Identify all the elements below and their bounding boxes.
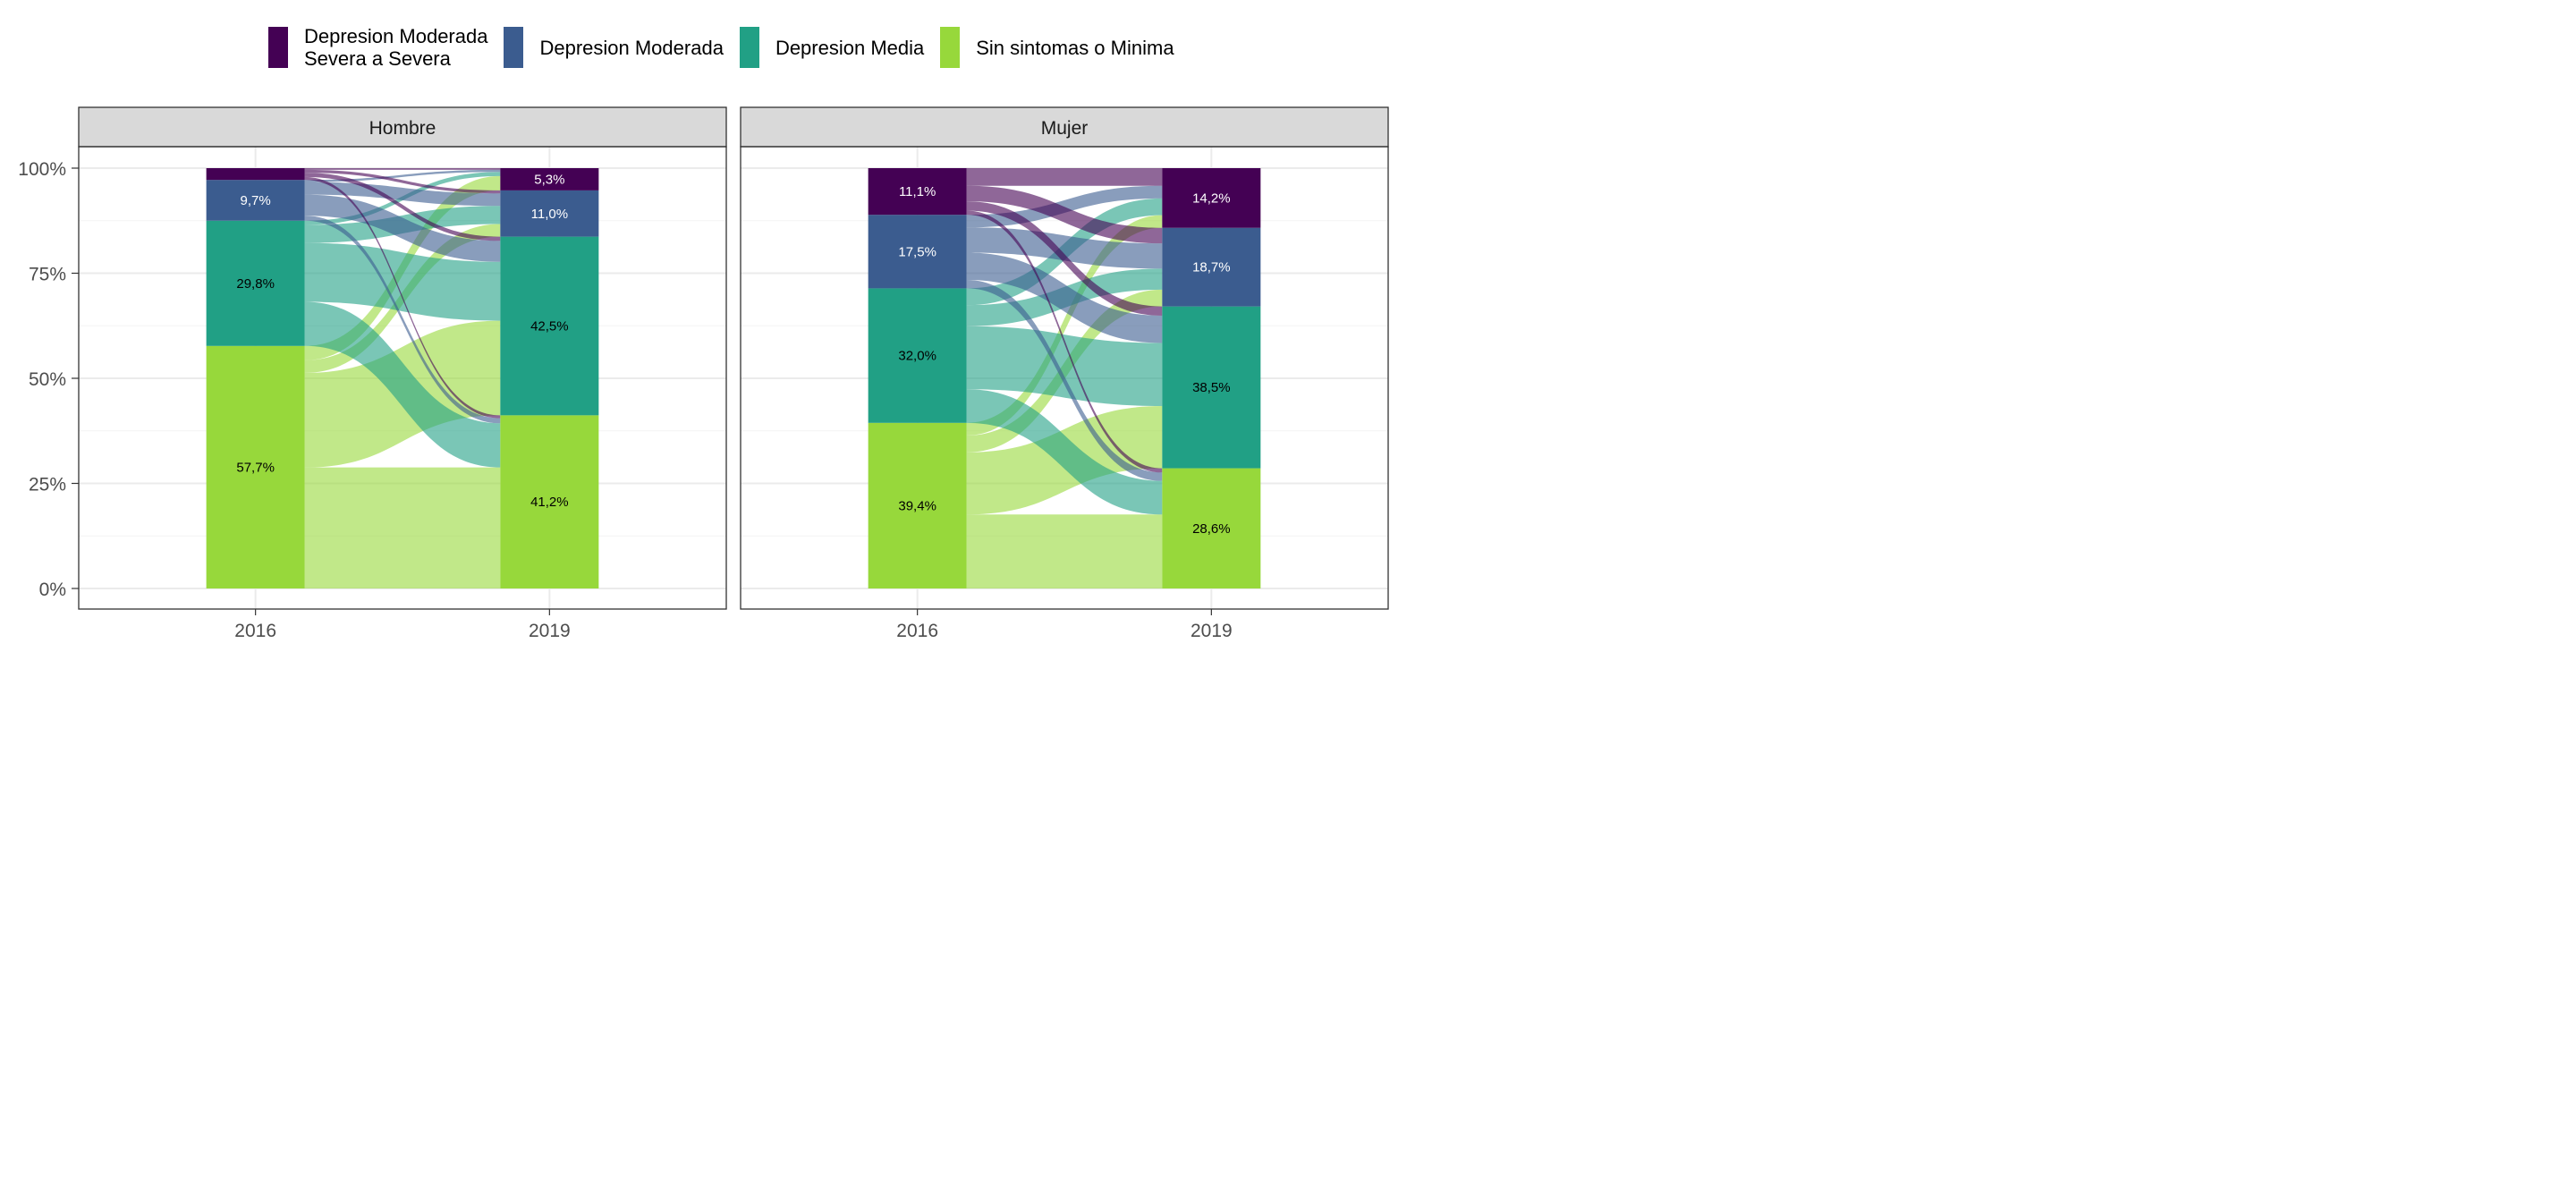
stratum-label: 17,5% [898, 244, 936, 259]
panel-border [740, 146, 1389, 610]
legend-label-minima: Sin sintomas o Minima [976, 36, 1174, 59]
stratum-label: 41,2% [530, 495, 569, 510]
facet-strip [740, 106, 1389, 148]
x-tick-label: 2019 [1191, 621, 1233, 641]
flow [304, 182, 501, 207]
legend-key-moderada [504, 27, 524, 68]
y-tick-label: 75% [29, 265, 66, 285]
flow [966, 168, 1163, 186]
legend-key-severa [268, 27, 288, 68]
stratum-bar [500, 168, 599, 190]
facet-title: Mujer [1041, 118, 1089, 139]
stratum-label: 57,7% [236, 460, 275, 475]
stratum-bar [1162, 306, 1261, 469]
flow [304, 168, 501, 170]
stratum-bar [206, 220, 305, 346]
flow [966, 280, 1163, 481]
flow [304, 242, 501, 321]
panel-border [78, 146, 727, 610]
stratum-bar [206, 180, 305, 221]
stratum-bar [500, 415, 599, 588]
y-tick-label: 100% [18, 159, 66, 180]
flow [304, 216, 501, 424]
stratum-label: 18,7% [1192, 260, 1231, 275]
flow [966, 227, 1163, 269]
legend-label-severa: Depresion Moderada Severa a Severa [304, 25, 488, 70]
flow [304, 194, 501, 262]
stratum-bar [206, 345, 305, 588]
legend-item-media: Depresion Media [739, 27, 925, 68]
flow [966, 201, 1163, 316]
stratum-bar [1162, 168, 1261, 228]
legend-label-media: Depresion Media [775, 36, 925, 59]
flow [966, 514, 1163, 588]
flows [304, 168, 501, 588]
flow [304, 173, 501, 241]
x-tick-label: 2019 [529, 621, 571, 641]
stratum-label: 29,8% [236, 276, 275, 292]
flow [966, 326, 1163, 407]
legend-item-severa: Depresion Moderada Severa a Severa [268, 25, 487, 70]
stratum-label: 11,0% [531, 207, 568, 222]
legend-item-minima: Sin sintomas o Minima [940, 27, 1174, 68]
alluvial-chart: Depresion Moderada Severa a Severa Depre… [0, 0, 1402, 657]
stratum-label: 9,7% [241, 193, 271, 208]
y-tick-label: 0% [39, 580, 66, 600]
stratum-bar [868, 288, 967, 423]
flow [304, 169, 501, 182]
stratum-bar [868, 168, 967, 216]
stratum-label: 32,0% [898, 349, 936, 364]
stratum-bar [868, 422, 967, 588]
legend-label-moderada: Depresion Moderada [539, 36, 724, 59]
stratum-label: 5,3% [534, 172, 564, 187]
chart-canvas: 0% 25% 50% 75% 100% 57,7% 29,8% 9,7% 2016 41,2% 42… [18, 106, 1389, 641]
stratum-bar [1162, 227, 1261, 307]
legend: Depresion Moderada Severa a Severa Depre… [268, 25, 1191, 70]
stratum-label: 14,2% [1192, 190, 1231, 206]
flow [966, 185, 1163, 244]
stratum-label: 38,5% [1192, 380, 1231, 395]
y-tick-label: 50% [29, 369, 66, 390]
y-tick-label: 25% [29, 475, 66, 495]
stratum-label: 39,4% [898, 498, 936, 513]
panel-hombre: 57,7% 29,8% 9,7% 2016 41,2% 42,5% 11,0% 5,3% 201… [78, 106, 727, 641]
flows [966, 168, 1163, 588]
flow [966, 210, 1163, 473]
x-tick-label: 2016 [234, 621, 276, 641]
panel-mujer: 39,4% 32,0% 17,5% 11,1% 2016 28,6% 38,5% 18,7% 1… [740, 106, 1389, 641]
stratum-bar [868, 215, 967, 289]
legend-item-moderada: Depresion Moderada [504, 27, 724, 68]
stratum-label: 11,1% [899, 184, 936, 199]
flow [966, 389, 1163, 515]
stratum-label: 42,5% [530, 318, 569, 334]
stratum-label: 28,6% [1192, 521, 1231, 537]
facet-strip [78, 106, 727, 148]
flow [304, 169, 501, 194]
x-tick-label: 2016 [896, 621, 938, 641]
legend-key-media [739, 27, 759, 68]
stratum-bar [500, 190, 599, 237]
flow [966, 215, 1163, 436]
flow [304, 176, 501, 419]
flow [966, 252, 1163, 343]
legend-key-minima [940, 27, 961, 68]
stratum-bar [500, 236, 599, 416]
facet-title: Hombre [369, 118, 436, 139]
stratum-bar [1162, 468, 1261, 588]
flow [304, 467, 501, 588]
flow [304, 301, 501, 468]
stratum-bar [206, 168, 305, 181]
